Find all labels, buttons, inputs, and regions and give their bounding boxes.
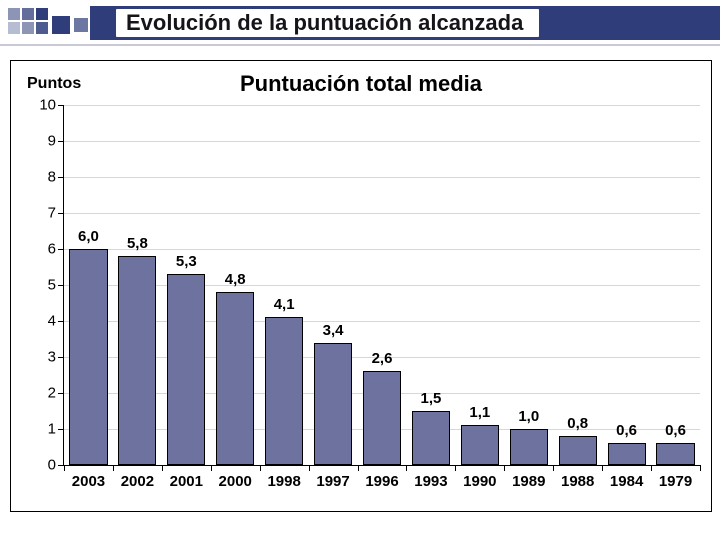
slide-header: Evolución de la puntuación alcanzada — [0, 6, 720, 40]
chart-bar — [216, 292, 254, 465]
x-tick — [455, 465, 456, 471]
y-tick — [58, 177, 64, 178]
x-tick-label: 1998 — [267, 473, 300, 490]
slide-title: Evolución de la puntuación alcanzada — [126, 10, 523, 36]
chart-bar — [118, 256, 156, 465]
chart-bar — [608, 443, 646, 465]
x-tick-label: 2001 — [170, 473, 203, 490]
bar-value-label: 1,0 — [504, 408, 554, 425]
bar-value-label: 3,4 — [308, 322, 358, 339]
chart-container: Puntos Puntuación total media 0123456789… — [10, 60, 712, 512]
bar-value-label: 0,6 — [602, 422, 652, 439]
chart-gridline — [64, 285, 700, 286]
x-tick-label: 1984 — [610, 473, 643, 490]
x-tick — [162, 465, 163, 471]
y-tick — [58, 357, 64, 358]
chart-bar — [412, 411, 450, 465]
x-tick-label: 2003 — [72, 473, 105, 490]
chart-gridline — [64, 141, 700, 142]
chart-bar — [461, 425, 499, 465]
chart-bar — [314, 343, 352, 465]
y-tick — [58, 321, 64, 322]
chart-bar — [265, 317, 303, 465]
chart-bar — [69, 249, 107, 465]
y-tick — [58, 213, 64, 214]
y-tick-label: 3 — [26, 349, 56, 366]
chart-bar — [510, 429, 548, 465]
chart-gridline — [64, 105, 700, 106]
y-tick-label: 9 — [26, 133, 56, 150]
y-tick-label: 5 — [26, 277, 56, 294]
x-tick — [260, 465, 261, 471]
y-tick-label: 10 — [26, 97, 56, 114]
y-tick-label: 7 — [26, 205, 56, 222]
x-tick-label: 1996 — [365, 473, 398, 490]
header-decoration-squares — [8, 8, 88, 38]
chart-plot-area: 0123456789106,020035,820025,320014,82000… — [63, 105, 700, 466]
y-tick-label: 1 — [26, 421, 56, 438]
bar-value-label: 5,8 — [112, 235, 162, 252]
y-tick-label: 8 — [26, 169, 56, 186]
x-tick-label: 1993 — [414, 473, 447, 490]
chart-bar — [167, 274, 205, 465]
x-tick — [504, 465, 505, 471]
chart-bar — [363, 371, 401, 465]
x-tick-label: 1990 — [463, 473, 496, 490]
x-tick — [211, 465, 212, 471]
x-tick — [309, 465, 310, 471]
header-title-container: Evolución de la puntuación alcanzada — [116, 9, 539, 37]
y-tick-label: 4 — [26, 313, 56, 330]
x-tick — [406, 465, 407, 471]
bar-value-label: 1,5 — [406, 390, 456, 407]
y-tick-label: 2 — [26, 385, 56, 402]
chart-gridline — [64, 177, 700, 178]
x-tick-label: 1979 — [659, 473, 692, 490]
bar-value-label: 2,6 — [357, 350, 407, 367]
bar-value-label: 0,6 — [651, 422, 701, 439]
y-tick-label: 0 — [26, 457, 56, 474]
y-tick-label: 6 — [26, 241, 56, 258]
x-tick-label: 1997 — [316, 473, 349, 490]
header-divider — [0, 44, 720, 46]
x-tick — [651, 465, 652, 471]
chart-bar — [559, 436, 597, 465]
chart-title: Puntuación total media — [11, 71, 711, 97]
x-tick-label: 2000 — [219, 473, 252, 490]
chart-gridline — [64, 321, 700, 322]
x-tick-label: 1989 — [512, 473, 545, 490]
bar-value-label: 5,3 — [161, 253, 211, 270]
y-tick — [58, 141, 64, 142]
y-tick — [58, 393, 64, 394]
y-tick — [58, 285, 64, 286]
x-tick-label: 2002 — [121, 473, 154, 490]
y-tick — [58, 429, 64, 430]
bar-value-label: 1,1 — [455, 404, 505, 421]
y-tick — [58, 105, 64, 106]
x-tick — [553, 465, 554, 471]
chart-bar — [656, 443, 694, 465]
x-tick — [64, 465, 65, 471]
x-tick — [602, 465, 603, 471]
x-tick — [700, 465, 701, 471]
x-tick — [358, 465, 359, 471]
x-tick-label: 1988 — [561, 473, 594, 490]
x-tick — [113, 465, 114, 471]
bar-value-label: 4,1 — [259, 296, 309, 313]
chart-gridline — [64, 213, 700, 214]
y-tick — [58, 249, 64, 250]
bar-value-label: 4,8 — [210, 271, 260, 288]
bar-value-label: 6,0 — [63, 228, 113, 245]
bar-value-label: 0,8 — [553, 415, 603, 432]
